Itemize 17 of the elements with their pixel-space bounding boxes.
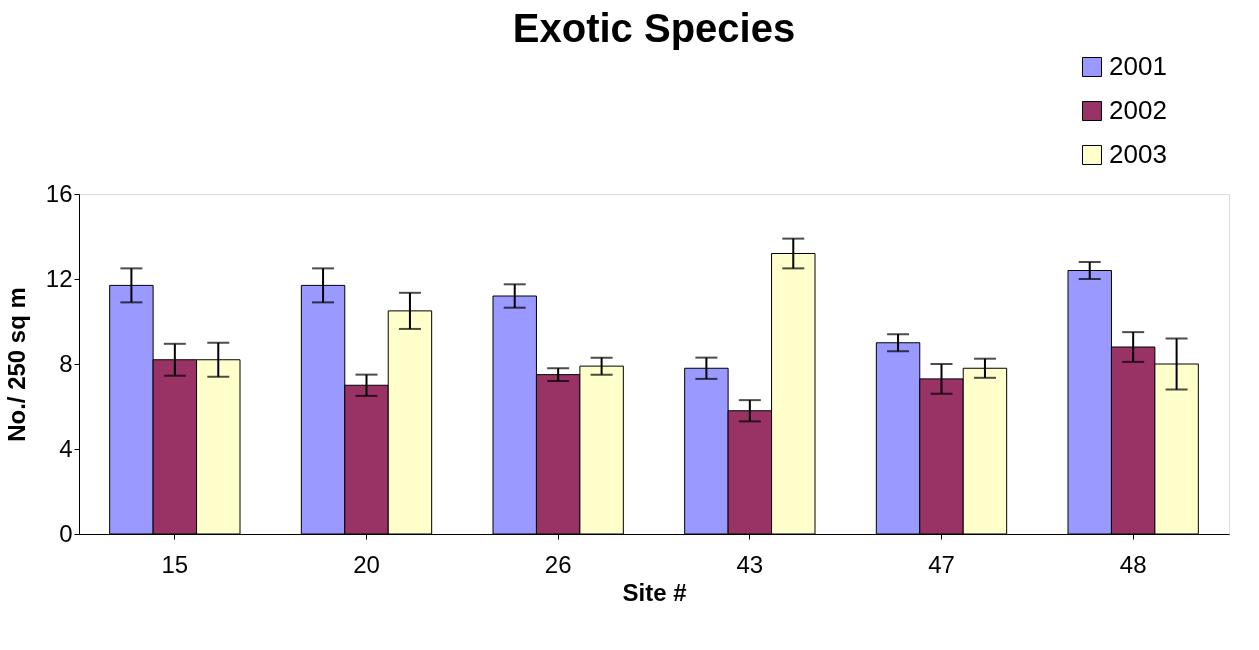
x-tick-label: 20: [353, 550, 380, 578]
x-axis-title: Site #: [622, 578, 687, 606]
y-axis-title: No./ 250 sq m: [2, 287, 30, 442]
x-tick-label: 48: [1119, 550, 1147, 578]
x-tick-label: 47: [928, 550, 955, 578]
legend-label: 2003: [1109, 139, 1167, 169]
y-tick-label: 4: [59, 434, 73, 462]
chart-title: Exotic Species: [512, 6, 796, 50]
y-tick-label: 8: [59, 349, 73, 377]
x-tick-label: 26: [544, 550, 572, 578]
x-tick-label: 43: [736, 550, 764, 578]
legend-label: 2001: [1109, 51, 1167, 81]
x-tick-label: 15: [161, 550, 189, 578]
y-tick-label: 16: [45, 179, 73, 207]
legend-label: 2002: [1109, 95, 1167, 125]
y-tick-label: 12: [45, 264, 73, 292]
y-tick-label: 0: [59, 519, 73, 547]
